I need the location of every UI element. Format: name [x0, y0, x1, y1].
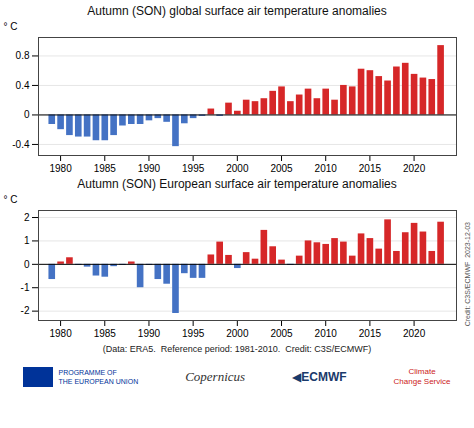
svg-text:2005: 2005 [270, 328, 293, 339]
svg-text:-2: -2 [21, 305, 30, 316]
html-text:Autumn (SON) European surface: Autumn (SON) European surface air temper… [77, 177, 397, 191]
svg-text:0: 0 [24, 109, 30, 120]
svg-text:° C: ° C [4, 194, 18, 205]
html-text:Credit: C3S/ECMWF 2023-12-03: Credit: C3S/ECMWF 2023-12-03 [464, 222, 471, 327]
svg-text:1980: 1980 [49, 328, 72, 339]
svg-text:2000: 2000 [226, 328, 249, 339]
svg-text:2015: 2015 [359, 163, 382, 174]
html-text:Climate Change Service: Climate Change Service [393, 367, 451, 386]
svg-text:1980: 1980 [49, 163, 72, 174]
svg-text:-1: -1 [21, 282, 30, 293]
svg-text:0.4: 0.4 [16, 80, 30, 91]
svg-text:2020: 2020 [403, 163, 426, 174]
svg-text:0: 0 [24, 259, 30, 270]
html-text:Copernicus: Copernicus [185, 369, 246, 384]
svg-text:1985: 1985 [94, 328, 117, 339]
svg-text:2: 2 [24, 212, 30, 223]
html-text:PROGRAMME OF THE EUROPEAN UNIO: PROGRAMME OF THE EUROPEAN UNION [58, 369, 139, 385]
svg-text:1985: 1985 [94, 163, 117, 174]
svg-text:2005: 2005 [270, 163, 293, 174]
html-text:Autumn (SON) global surface ai: Autumn (SON) global surface air temperat… [87, 4, 387, 18]
html-text:(Data: ERA5. Reference period:: (Data: ERA5. Reference period: 1981-2010… [102, 344, 372, 354]
svg-text:2000: 2000 [226, 163, 249, 174]
svg-text:2020: 2020 [403, 328, 426, 339]
svg-text:1995: 1995 [182, 163, 205, 174]
svg-text:1995: 1995 [182, 328, 205, 339]
svg-text:2010: 2010 [315, 328, 338, 339]
svg-text:-0.4: -0.4 [12, 139, 30, 150]
svg-text:1990: 1990 [138, 328, 161, 339]
svg-text:2010: 2010 [315, 163, 338, 174]
svg-text:1: 1 [24, 235, 30, 246]
svg-text:1990: 1990 [138, 163, 161, 174]
svg-text:0.8: 0.8 [16, 50, 30, 61]
svg-text:° C: ° C [4, 21, 18, 32]
html-text:◀ECMWF: ◀ECMWF [292, 370, 347, 384]
svg-text:2015: 2015 [359, 328, 382, 339]
